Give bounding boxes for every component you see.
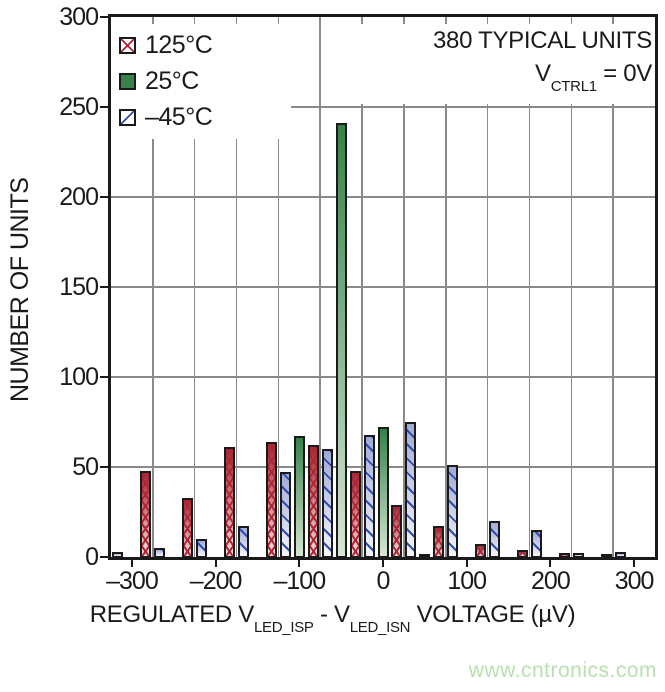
bar-25C-0 — [377, 427, 389, 557]
bar-45C-0 — [363, 434, 375, 557]
x-tick-label: –100 — [273, 567, 326, 595]
legend-item-m45c: –45°C — [119, 99, 291, 135]
y-tick-label: 200 — [59, 183, 99, 211]
x-tick — [298, 560, 301, 567]
legend-label-125c: 125°C — [145, 30, 213, 59]
green-solid-swatch-icon — [119, 72, 136, 90]
y-tick — [100, 376, 108, 378]
bar-125C--50 — [349, 470, 361, 557]
bar-25C--100 — [293, 436, 305, 557]
x-tick — [465, 560, 468, 567]
x-tick — [130, 560, 133, 567]
bar-45C-50 — [405, 422, 417, 557]
bar-125C-150 — [516, 549, 528, 557]
annotation-vctrl1: VCTRL1 = 0V — [535, 60, 652, 95]
x-tick-label: 300 — [614, 567, 655, 595]
y-tick-label: 0 — [85, 543, 99, 571]
x-tick — [214, 560, 217, 567]
legend-item-125c: 125°C — [119, 27, 291, 63]
bar-45C--200 — [196, 539, 208, 557]
bar-45C-100 — [447, 465, 459, 557]
y-tick — [100, 556, 108, 558]
bar-125C--250 — [182, 497, 194, 557]
y-tick-label: 250 — [59, 93, 99, 121]
bar-125C-250 — [600, 554, 612, 557]
y-tick — [100, 466, 108, 468]
bar-125C--300 — [140, 470, 152, 557]
gridline-horizontal — [111, 196, 655, 198]
x-tick-label: 200 — [531, 567, 571, 595]
x-tick-label: 100 — [447, 567, 487, 595]
gridline-horizontal — [111, 376, 655, 378]
y-tick — [100, 196, 108, 198]
bar-125C--200 — [224, 447, 236, 557]
bar-45C--250 — [154, 548, 166, 557]
bar-125C--150 — [265, 441, 277, 557]
blue-diagonal-swatch-icon — [119, 108, 136, 126]
bar-45C-200 — [530, 530, 542, 557]
bar-125C-50 — [433, 526, 445, 557]
bar-125C--100 — [307, 445, 319, 557]
x-tick-label: –300 — [106, 567, 159, 595]
bar-125C-200 — [558, 553, 570, 557]
y-tick-label: 100 — [59, 363, 99, 391]
x-tick-label: 0 — [376, 567, 391, 595]
red-crosshatch-swatch-icon — [119, 36, 136, 54]
legend: 125°C 25°C –45°C — [111, 24, 291, 139]
x-tick — [549, 560, 552, 567]
bar-45C-250 — [572, 553, 584, 557]
y-tick-label: 50 — [72, 453, 99, 481]
y-tick-label: 150 — [59, 273, 99, 301]
bar-45C--50 — [321, 449, 333, 557]
y-tick — [100, 286, 108, 288]
watermark: www.cntronics.com — [468, 659, 657, 682]
x-axis-label: REGULATED VLED_ISP - VLED_ISN VOLTAGE (µ… — [89, 601, 576, 636]
bar-45C-150 — [489, 521, 501, 557]
bar-125C-100 — [475, 544, 487, 557]
x-tick — [633, 560, 636, 567]
bar-45C--150 — [238, 526, 249, 557]
bar-45C-300 — [614, 551, 626, 557]
bar-125C-0 — [391, 504, 403, 557]
annotation-block: 380 TYPICAL UNITS VCTRL1 = 0V — [352, 24, 652, 104]
bar-45C--300 — [112, 551, 124, 557]
x-tick-label: –200 — [189, 567, 243, 595]
legend-label-25c: 25°C — [145, 66, 199, 95]
y-tick — [100, 16, 108, 18]
bar-45C--100 — [279, 472, 291, 557]
x-tick — [382, 560, 384, 567]
annotation-typical-units: 380 TYPICAL UNITS — [433, 27, 652, 54]
bar-25C-50 — [419, 554, 431, 557]
y-tick-label: 300 — [59, 3, 99, 31]
y-tick — [100, 106, 108, 108]
bar-25C--50 — [335, 123, 347, 557]
legend-item-25c: 25°C — [119, 63, 291, 99]
gridline-horizontal — [111, 286, 655, 288]
gridline-horizontal — [111, 106, 655, 108]
legend-label-m45c: –45°C — [145, 102, 213, 131]
